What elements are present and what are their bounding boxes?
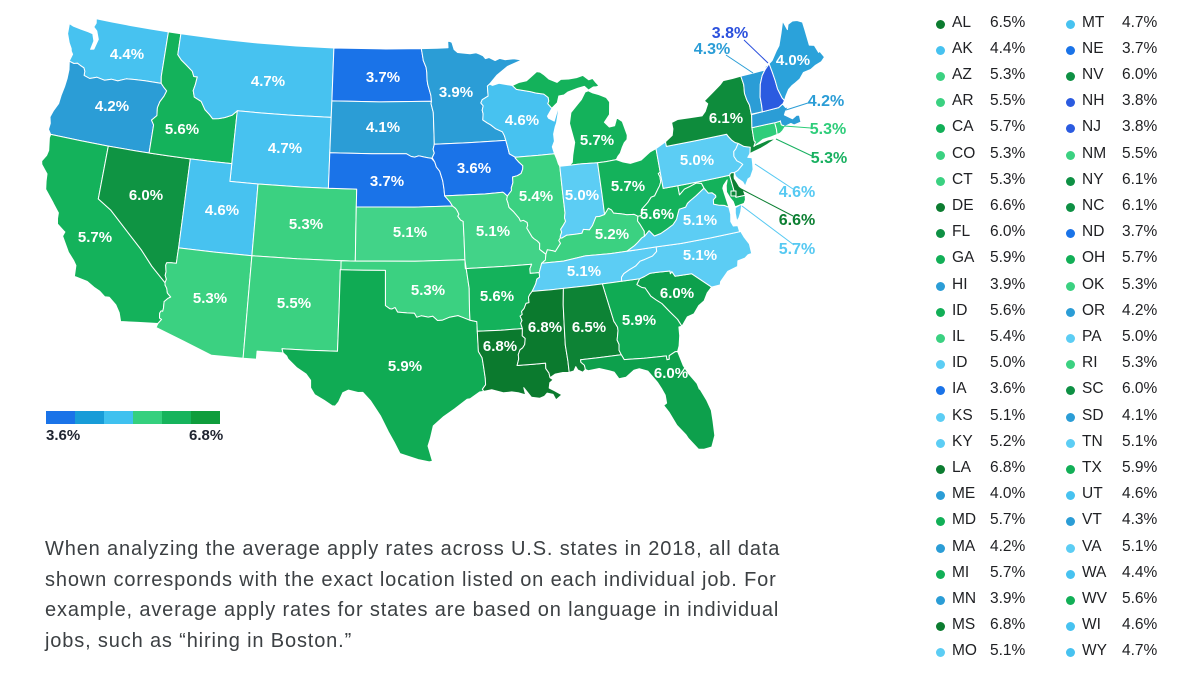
svg-text:4.7%: 4.7% — [268, 140, 302, 157]
svg-text:4.1%: 4.1% — [366, 119, 400, 136]
svg-text:5.0%: 5.0% — [565, 187, 599, 204]
svg-text:5.3%: 5.3% — [810, 121, 846, 138]
svg-text:4.4%: 4.4% — [110, 46, 144, 63]
svg-text:3.7%: 3.7% — [366, 69, 400, 86]
svg-text:3.6%: 3.6% — [457, 160, 491, 177]
svg-text:5.9%: 5.9% — [388, 358, 422, 375]
svg-text:5.1%: 5.1% — [683, 212, 717, 229]
svg-text:5.9%: 5.9% — [622, 312, 656, 329]
svg-text:5.6%: 5.6% — [480, 288, 514, 305]
svg-text:5.3%: 5.3% — [193, 290, 227, 307]
svg-text:3.9%: 3.9% — [439, 84, 473, 101]
svg-text:6.0%: 6.0% — [654, 365, 688, 382]
svg-text:6.8%: 6.8% — [528, 319, 562, 336]
svg-text:4.3%: 4.3% — [694, 41, 730, 58]
svg-text:6.0%: 6.0% — [660, 285, 694, 302]
svg-text:5.3%: 5.3% — [811, 150, 847, 167]
svg-text:4.7%: 4.7% — [251, 73, 285, 90]
svg-text:6.0%: 6.0% — [129, 187, 163, 204]
svg-text:4.2%: 4.2% — [95, 98, 129, 115]
svg-text:4.6%: 4.6% — [779, 184, 815, 201]
svg-text:5.5%: 5.5% — [277, 295, 311, 312]
svg-text:5.1%: 5.1% — [567, 263, 601, 280]
svg-text:5.7%: 5.7% — [78, 229, 112, 246]
svg-text:4.2%: 4.2% — [808, 93, 844, 110]
svg-text:5.6%: 5.6% — [640, 206, 674, 223]
svg-text:5.3%: 5.3% — [411, 282, 445, 299]
svg-text:4.6%: 4.6% — [205, 202, 239, 219]
svg-text:5.1%: 5.1% — [683, 247, 717, 264]
svg-text:5.6%: 5.6% — [165, 121, 199, 138]
svg-text:3.8%: 3.8% — [712, 25, 748, 42]
svg-text:6.8%: 6.8% — [483, 338, 517, 355]
svg-text:3.7%: 3.7% — [370, 173, 404, 190]
svg-text:5.7%: 5.7% — [611, 178, 645, 195]
svg-text:5.7%: 5.7% — [779, 241, 815, 258]
svg-text:5.2%: 5.2% — [595, 226, 629, 243]
svg-text:6.6%: 6.6% — [779, 212, 815, 229]
svg-text:5.3%: 5.3% — [289, 216, 323, 233]
svg-text:4.0%: 4.0% — [776, 52, 810, 69]
svg-text:5.7%: 5.7% — [580, 132, 614, 149]
svg-text:4.6%: 4.6% — [505, 112, 539, 129]
svg-text:6.5%: 6.5% — [572, 319, 606, 336]
svg-text:5.1%: 5.1% — [393, 224, 427, 241]
svg-text:5.4%: 5.4% — [519, 188, 553, 205]
svg-text:6.1%: 6.1% — [709, 110, 743, 127]
svg-text:5.1%: 5.1% — [476, 223, 510, 240]
svg-text:5.0%: 5.0% — [680, 152, 714, 169]
